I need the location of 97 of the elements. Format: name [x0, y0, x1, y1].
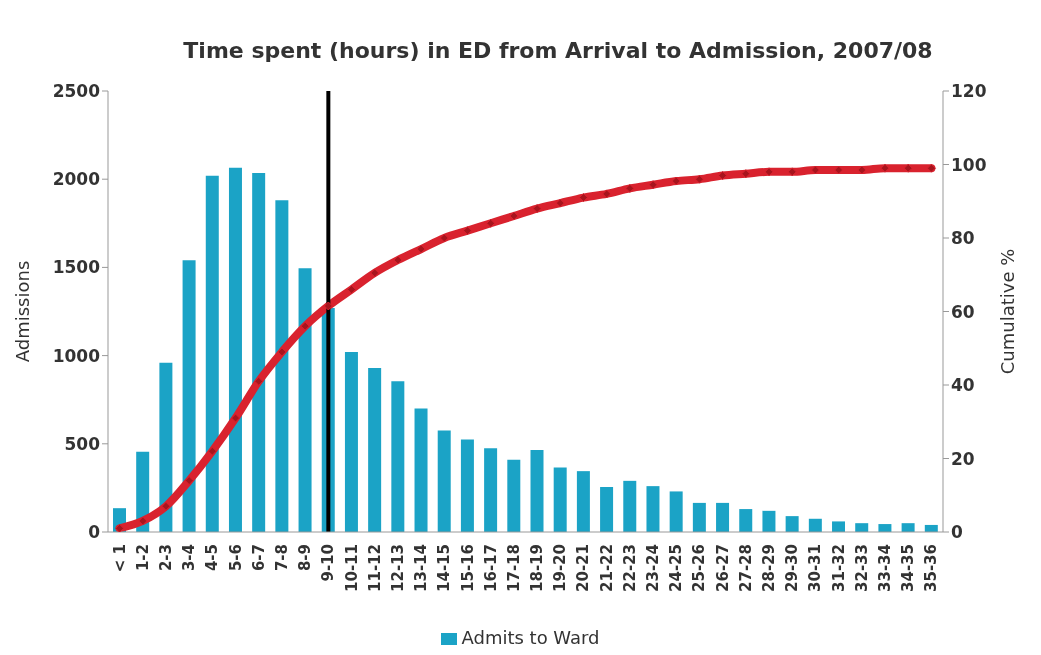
y2-tick-label: 120: [951, 81, 987, 102]
point: [532, 204, 542, 214]
bar: [368, 367, 382, 532]
bar: [646, 486, 660, 532]
x-tick-label: 33-34: [876, 544, 895, 592]
bar: [855, 523, 869, 532]
bar: [739, 509, 753, 532]
point: [718, 171, 728, 181]
bar: [460, 439, 474, 532]
y2-tick-label: 40: [951, 375, 975, 396]
bar: [391, 381, 405, 532]
bar: [530, 449, 544, 532]
bar: [716, 502, 730, 532]
y-tick-label: 2000: [52, 169, 101, 190]
x-tick-label: 19-20: [551, 544, 570, 592]
x-tick-label: 30-31: [806, 544, 825, 592]
x-tick-label: 32-33: [852, 544, 871, 592]
point: [741, 169, 751, 179]
bar: [228, 167, 242, 532]
bar: [484, 448, 498, 532]
y-tick-label: 2500: [52, 81, 101, 102]
bar: [785, 516, 799, 532]
point: [648, 180, 658, 190]
y-axis-title: Admissions: [12, 260, 34, 363]
y-tick-label: 0: [88, 522, 101, 543]
y2-tick-label: 0: [951, 522, 963, 543]
point: [764, 167, 774, 177]
x-tick-label: 9-10: [319, 544, 338, 582]
bar: [252, 173, 266, 532]
x-tick-label: 20-21: [574, 544, 593, 592]
x-tick-label: 23-24: [644, 544, 663, 592]
x-tick-label: 2-3: [156, 544, 175, 572]
x-tick-label: 21-22: [597, 544, 616, 592]
y2-tick-label: 100: [951, 154, 987, 175]
bar: [623, 480, 637, 532]
bar: [669, 491, 683, 532]
x-tick-label: < 1: [110, 544, 129, 573]
x-tick-label: 1-2: [133, 544, 152, 572]
point: [370, 268, 380, 278]
x-tick-label: 35-36: [922, 544, 941, 592]
x-tick-label: 26-27: [713, 544, 732, 592]
x-tick-label: 3-4: [180, 544, 199, 572]
x-tick-label: 18-19: [528, 544, 547, 592]
y2-tick-label: 20: [951, 448, 975, 469]
bar: [182, 260, 196, 532]
point: [694, 174, 704, 184]
point: [625, 183, 635, 193]
y2-tick-label: 60: [951, 301, 975, 322]
bar: [553, 467, 567, 532]
y-tick-label: 1000: [52, 345, 101, 366]
chart-title: Time spent (hours) in ED from Arrival to Admission, 2007/08: [182, 38, 934, 63]
x-tick-label: 5-6: [226, 544, 245, 572]
bar: [437, 430, 451, 532]
x-tick-label: 11-12: [365, 544, 384, 592]
point: [161, 501, 171, 511]
y2-axis-title: Cumulative %: [997, 248, 1019, 375]
x-tick-label: 14-15: [435, 544, 454, 592]
x-tick-label: 10-11: [342, 544, 361, 592]
x-tick-label: 8-9: [296, 544, 315, 572]
bar: [762, 510, 776, 532]
y2-tick-label: 80: [951, 228, 975, 249]
x-tick-label: 31-32: [829, 544, 848, 592]
bar: [901, 523, 915, 532]
x-tick-label: 16-17: [481, 544, 500, 592]
bar: [808, 518, 822, 532]
x-tick-label: 12-13: [388, 544, 407, 592]
bar: [692, 502, 706, 532]
x-tick-label: 34-35: [899, 544, 918, 592]
point: [207, 446, 217, 456]
bar: [507, 459, 521, 532]
x-tick-label: 25-26: [690, 544, 709, 592]
bar: [344, 352, 358, 532]
bar: [414, 408, 428, 532]
bar: [298, 268, 312, 532]
bar: [275, 200, 289, 532]
bar: [205, 175, 219, 532]
legend-label: Admits to Ward: [461, 627, 600, 648]
bar: [600, 487, 614, 532]
y-tick-label: 1500: [52, 257, 101, 278]
x-tick-label: 13-14: [412, 544, 431, 592]
x-tick-label: 24-25: [667, 544, 686, 592]
bar: [159, 362, 173, 532]
point: [880, 163, 890, 173]
bar: [832, 521, 846, 532]
x-tick-label: 6-7: [249, 544, 268, 572]
x-tick-label: 15-16: [458, 544, 477, 592]
point: [231, 413, 241, 423]
point: [926, 163, 936, 173]
x-tick-label: 7-8: [272, 544, 291, 572]
bar: [576, 471, 590, 532]
x-tick-label: 17-18: [504, 544, 523, 592]
x-tick-label: 22-23: [620, 544, 639, 592]
y-tick-label: 500: [64, 433, 101, 454]
x-tick-label: 27-28: [736, 544, 755, 592]
x-tick-label: 4-5: [203, 544, 222, 572]
x-tick-label: 28-29: [760, 544, 779, 592]
x-tick-label: 29-30: [783, 544, 802, 592]
